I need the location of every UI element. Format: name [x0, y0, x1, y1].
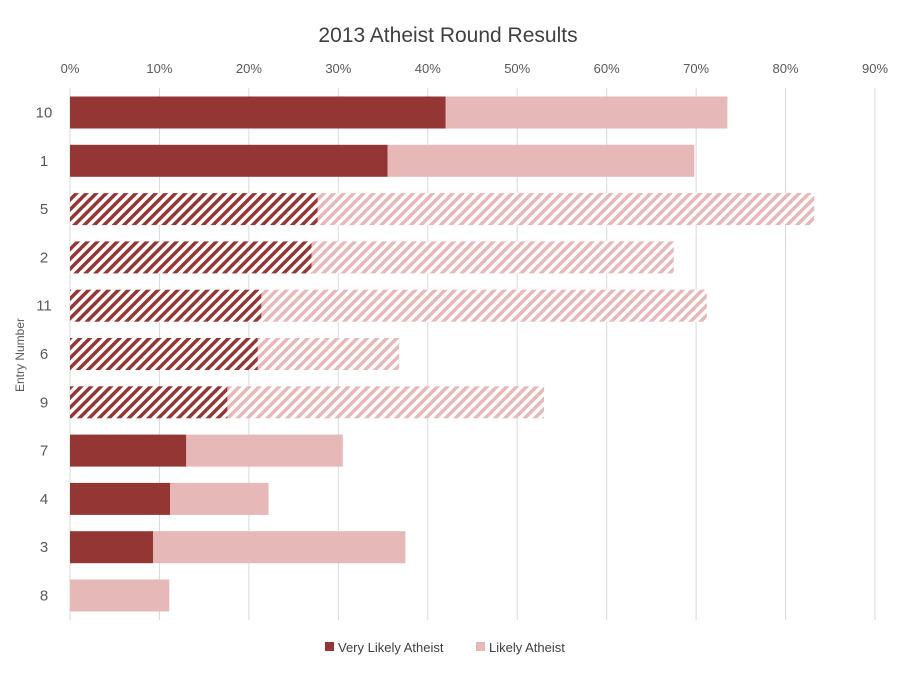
legend-swatch — [325, 642, 334, 651]
x-tick-label: 20% — [236, 61, 262, 76]
y-axis-label: Entry Number — [13, 318, 27, 392]
bars — [70, 96, 815, 612]
x-tick-label: 90% — [862, 61, 888, 76]
bar-likely-atheist — [227, 386, 545, 419]
legend-very-likely-atheist: Very Likely Atheist — [325, 640, 444, 655]
bar-likely-atheist — [445, 96, 728, 129]
bar-very-likely-atheist — [70, 434, 187, 467]
x-tick-label: 0% — [61, 61, 80, 76]
legend-likely-atheist: Likely Atheist — [476, 640, 565, 655]
x-axis-ticks: 0% 10% 20% 30% 40% 50% 60% 70% 80% 90% — [61, 61, 889, 76]
category-label: 11 — [36, 298, 52, 315]
category-label: 5 — [40, 201, 48, 218]
x-tick-label: 10% — [146, 61, 172, 76]
x-tick-label: 40% — [415, 61, 441, 76]
bar-very-likely-atheist — [70, 338, 258, 370]
bar-very-likely-atheist — [70, 144, 388, 177]
bar-very-likely-atheist — [70, 531, 154, 564]
category-label: 3 — [40, 539, 48, 556]
bar-likely-atheist — [317, 193, 815, 226]
category-label: 10 — [36, 105, 53, 122]
bar-very-likely-atheist — [70, 193, 318, 226]
bar-likely-atheist — [186, 434, 343, 467]
bar-very-likely-atheist — [70, 241, 312, 274]
legend: Very Likely Atheist Likely Atheist — [325, 640, 565, 655]
bar-very-likely-atheist — [70, 386, 228, 419]
bar-likely-atheist — [153, 531, 406, 564]
category-label: 7 — [40, 443, 48, 460]
bar-very-likely-atheist — [70, 289, 262, 322]
category-label: 6 — [40, 346, 48, 363]
bar-likely-atheist — [170, 482, 269, 515]
bar-likely-atheist — [311, 241, 674, 274]
x-tick-label: 30% — [325, 61, 351, 76]
bar-likely-atheist — [70, 579, 170, 612]
category-label: 9 — [40, 394, 48, 411]
chart-title: 2013 Atheist Round Results — [318, 24, 577, 47]
bar-likely-atheist — [387, 144, 695, 177]
x-tick-label: 50% — [504, 61, 530, 76]
legend-swatch — [476, 642, 485, 651]
category-label: 8 — [40, 588, 48, 605]
legend-label: Likely Atheist — [489, 640, 565, 655]
bar-very-likely-atheist — [70, 482, 171, 515]
x-tick-label: 70% — [683, 61, 709, 76]
bar-likely-atheist — [261, 289, 707, 322]
bar-likely-atheist — [257, 338, 400, 370]
category-label: 4 — [40, 491, 48, 508]
category-label: 2 — [40, 249, 48, 266]
category-label: 1 — [40, 153, 48, 170]
y-axis-categories: 10 1 5 2 11 6 9 7 4 3 8 — [36, 105, 53, 605]
x-tick-label: 60% — [594, 61, 620, 76]
x-tick-label: 80% — [773, 61, 799, 76]
legend-label: Very Likely Atheist — [338, 640, 444, 655]
bar-very-likely-atheist — [70, 96, 446, 129]
